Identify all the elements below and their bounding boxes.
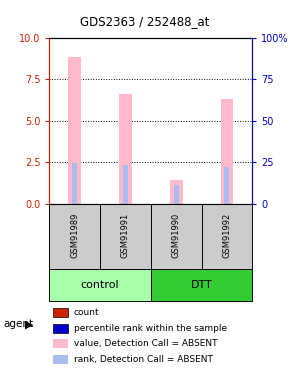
Text: control: control: [81, 280, 119, 290]
Text: GSM91989: GSM91989: [70, 212, 79, 258]
Bar: [53, 308, 68, 317]
Text: DTT: DTT: [191, 280, 212, 290]
Text: GSM91990: GSM91990: [172, 212, 181, 258]
Bar: [49, 269, 151, 302]
Bar: [53, 339, 68, 348]
Bar: [119, 94, 132, 204]
Bar: [202, 204, 252, 269]
Text: ▶: ▶: [25, 320, 33, 329]
Bar: [151, 204, 202, 269]
Bar: [123, 165, 128, 204]
Text: rank, Detection Call = ABSENT: rank, Detection Call = ABSENT: [74, 355, 213, 364]
Bar: [170, 180, 182, 204]
Text: count: count: [74, 308, 99, 317]
Bar: [221, 99, 233, 204]
Bar: [53, 355, 68, 364]
Text: percentile rank within the sample: percentile rank within the sample: [74, 324, 227, 333]
Bar: [49, 204, 100, 269]
Bar: [72, 163, 77, 204]
Bar: [151, 269, 252, 302]
Bar: [224, 167, 229, 204]
Bar: [100, 204, 151, 269]
Text: GSM91992: GSM91992: [222, 212, 231, 258]
Text: GSM91991: GSM91991: [121, 212, 130, 258]
Text: value, Detection Call = ABSENT: value, Detection Call = ABSENT: [74, 339, 217, 348]
Bar: [68, 57, 81, 204]
Bar: [174, 185, 179, 204]
Text: GDS2363 / 252488_at: GDS2363 / 252488_at: [80, 15, 210, 28]
Text: agent: agent: [3, 320, 33, 329]
Bar: [53, 324, 68, 333]
